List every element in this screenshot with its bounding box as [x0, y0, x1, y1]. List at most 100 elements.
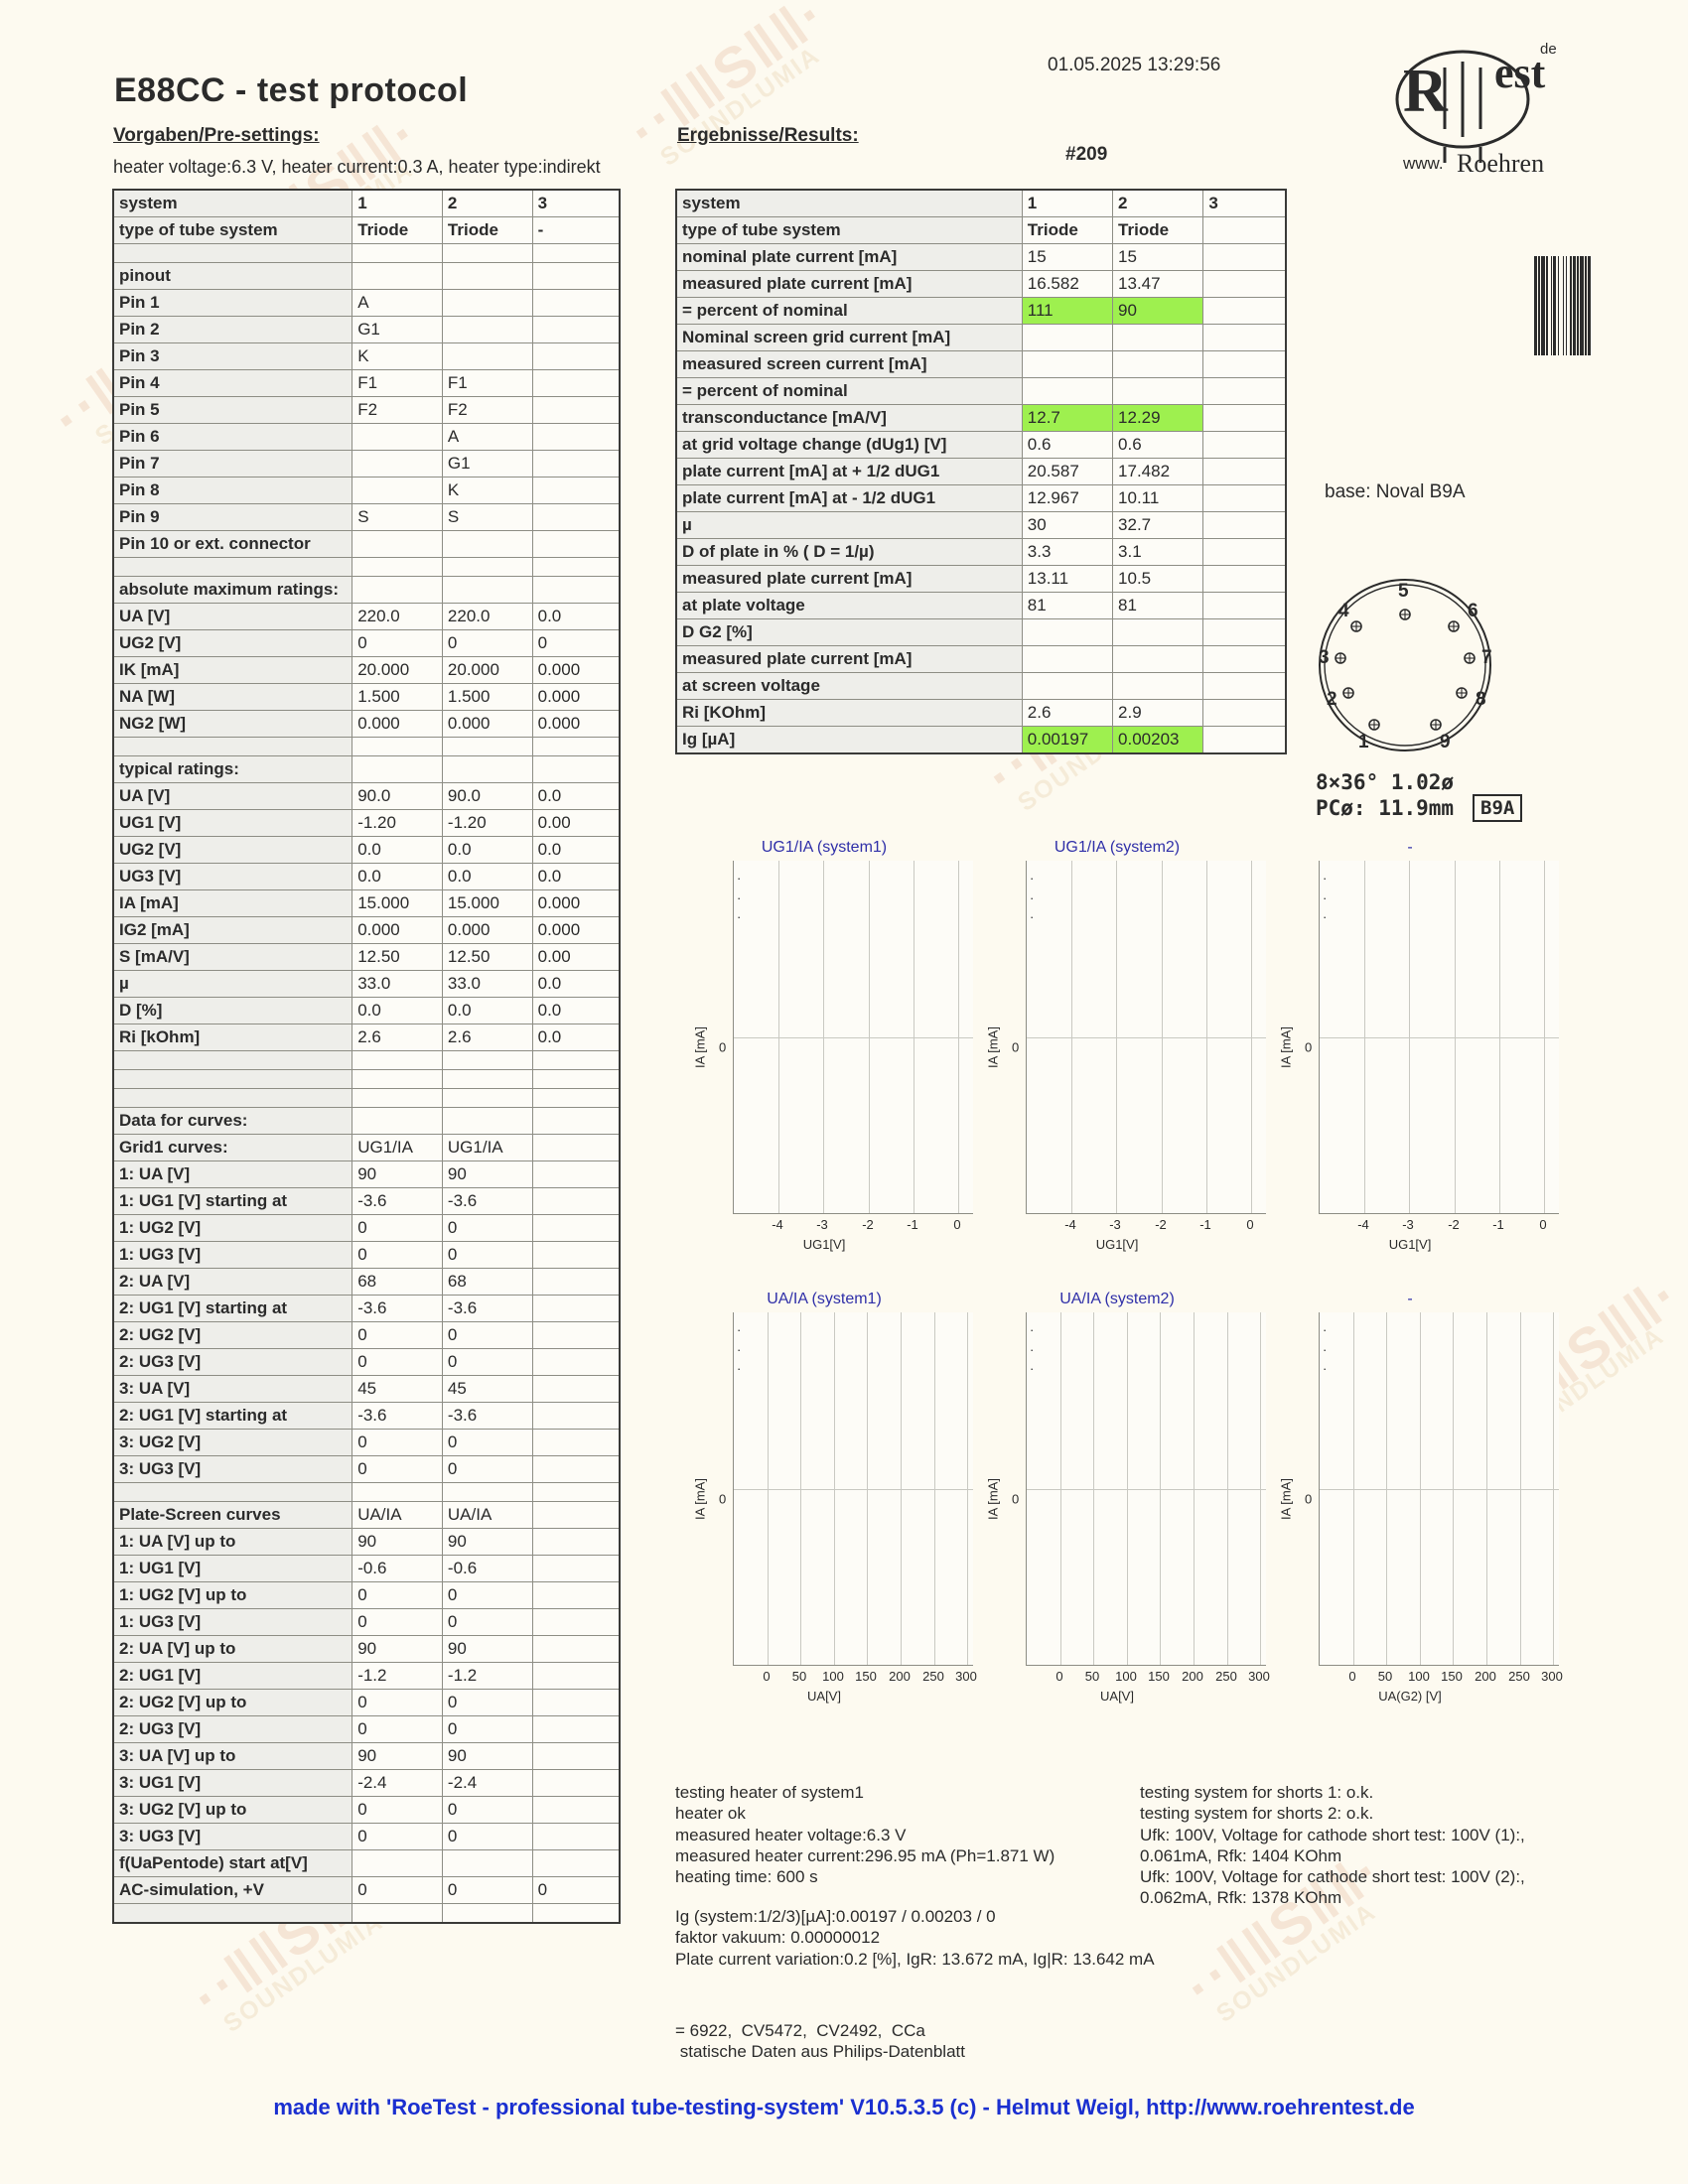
table-row: Ig [µA] 0.00197 0.00203 [675, 726, 1287, 754]
chart-x-tick: -1 [907, 1217, 918, 1232]
socket-spec-line1: 8×36° 1.02ø [1316, 770, 1455, 794]
socket-spec: 8×36° 1.02ø PCø: 11.9mm [1316, 769, 1454, 822]
row-value-3 [531, 1689, 621, 1716]
row-value-2 [441, 316, 533, 343]
row-value-1: 12.50 [352, 943, 443, 971]
row-value-2: A [441, 423, 533, 451]
table-row: 2: UG3 [V] 0 0 [112, 1348, 621, 1376]
row-value-1: 0.0 [352, 997, 443, 1024]
row-label: Pin 9 [112, 503, 353, 531]
row-value-3: 0.0 [531, 836, 621, 864]
row-value-2: 0 [441, 1429, 533, 1456]
row-value-1 [352, 262, 443, 290]
chart-zero-line [1320, 1036, 1559, 1038]
chart-x-tick: 250 [922, 1669, 944, 1684]
barcode-bar [1585, 256, 1587, 355]
row-label: Pin 1 [112, 289, 353, 317]
row-value-1: 81 [1021, 592, 1114, 619]
table-row: 1: UA [V] up to 90 90 [112, 1528, 621, 1556]
table-row [112, 737, 621, 756]
row-value-2 [1112, 645, 1204, 673]
chart-y-axis-label: IA [mA] [692, 1026, 708, 1068]
row-value-3 [531, 737, 621, 756]
row-value-1: -1.2 [352, 1662, 443, 1690]
table-row: = percent of nominal 111 90 [675, 297, 1287, 325]
table-row: at screen voltage [675, 672, 1287, 700]
table-row: at grid voltage change (dUg1) [V] 0.6 0.6 [675, 431, 1287, 459]
chart-y-tick-zero: 0 [1305, 1491, 1313, 1507]
row-value-3 [531, 576, 621, 604]
chart-zero-line [1027, 1488, 1266, 1490]
row-label: absolute maximum ratings: [112, 576, 353, 604]
row-label [112, 1903, 353, 1924]
chart-1: UG1/IA (system1) IA [mA] 0 -4 -3 -2 -1 0 · · · UG1[… [675, 839, 973, 1256]
row-label: 3: UG3 [V] [112, 1455, 353, 1483]
table-row: Pin 5 F2 F2 [112, 396, 621, 424]
table-row: AC-simulation, +V 0 0 0 [112, 1876, 621, 1904]
table-row: 2: UG1 [V] starting at -3.6 -3.6 [112, 1295, 621, 1322]
row-value-3 [531, 1050, 621, 1070]
row-value-2: 90.0 [441, 782, 533, 810]
row-value-3: 0.00 [531, 943, 621, 971]
row-label [112, 737, 353, 756]
row-value-3 [531, 1482, 621, 1502]
row-label: 3: UA [V] up to [112, 1742, 353, 1770]
row-value-3 [1202, 484, 1287, 512]
row-value-3 [531, 1528, 621, 1556]
row-value-1: UG1/IA [352, 1134, 443, 1161]
row-value-3 [1202, 458, 1287, 485]
row-label: Grid1 curves: [112, 1134, 353, 1161]
row-label: Nominal screen grid current [mA] [675, 324, 1023, 351]
row-value-3: - [531, 216, 621, 244]
chart-x-tick: -4 [1064, 1217, 1076, 1232]
chart-x-tick: -2 [862, 1217, 874, 1232]
results-table: system 1 2 3 type of tube system Triode Triode… [675, 189, 1287, 754]
row-label: µ [112, 970, 353, 998]
row-value-1: 0 [352, 1348, 443, 1376]
chart-x-tick: -1 [1492, 1217, 1504, 1232]
table-row: 3: UG2 [V] up to 0 0 [112, 1796, 621, 1824]
table-row: 1: UG3 [V] 0 0 [112, 1241, 621, 1269]
row-value-1: 0 [352, 1241, 443, 1269]
row-label: at grid voltage change (dUg1) [V] [675, 431, 1023, 459]
table-row: Data for curves: [112, 1107, 621, 1135]
table-row: Pin 4 F1 F1 [112, 369, 621, 397]
timestamp: 01.05.2025 13:29:56 [1048, 55, 1221, 75]
row-value-3 [531, 1455, 621, 1483]
table-row: D [%] 0.0 0.0 0.0 [112, 997, 621, 1024]
row-value-3 [1202, 672, 1287, 700]
row-value-2 [441, 1903, 533, 1924]
table-row: IA [mA] 15.000 15.000 0.000 [112, 889, 621, 917]
row-label: type of tube system [675, 216, 1023, 244]
chart-x-tick: -3 [816, 1217, 828, 1232]
row-value-1: 0.000 [352, 916, 443, 944]
chart-3: - IA [mA] 0 -4 -3 -2 -1 0 · · · UG1[V] [1261, 839, 1559, 1256]
row-label: typical ratings: [112, 755, 353, 783]
row-label: plate current [mA] at + 1/2 dUG1 [675, 458, 1023, 485]
row-value-1 [352, 1088, 443, 1108]
row-value-3 [531, 1134, 621, 1161]
chart-title: UG1/IA (system1) [761, 839, 888, 856]
chart-x-tick: 200 [1475, 1669, 1496, 1684]
row-value-2: 33.0 [441, 970, 533, 998]
row-label: 1: UG1 [V] [112, 1555, 353, 1582]
row-value-2: 10.11 [1112, 484, 1204, 512]
presettings-heading: Vorgaben/Pre-settings: [113, 125, 320, 146]
row-value-1 [352, 423, 443, 451]
row-value-3 [531, 1402, 621, 1430]
row-value-2: 0 [441, 1581, 533, 1609]
svg-text:9: 9 [1440, 732, 1451, 752]
row-label: = percent of nominal [675, 297, 1023, 325]
row-value-1: 0 [352, 1608, 443, 1636]
row-value-1 [352, 1482, 443, 1502]
svg-text:Roehren: Roehren [1457, 149, 1544, 178]
note-ig-vacuum: Ig (system:1/2/3)[µA]:0.00197 / 0.00203 … [675, 1907, 1155, 1969]
chart-x-tick: 50 [1377, 1669, 1393, 1684]
table-row: typical ratings: [112, 755, 621, 783]
chart-zero-line [734, 1488, 973, 1490]
table-row: 2: UG3 [V] 0 0 [112, 1715, 621, 1743]
table-row: µ 30 32.7 [675, 511, 1287, 539]
row-label: measured plate current [mA] [675, 645, 1023, 673]
svg-text:de: de [1540, 41, 1557, 58]
